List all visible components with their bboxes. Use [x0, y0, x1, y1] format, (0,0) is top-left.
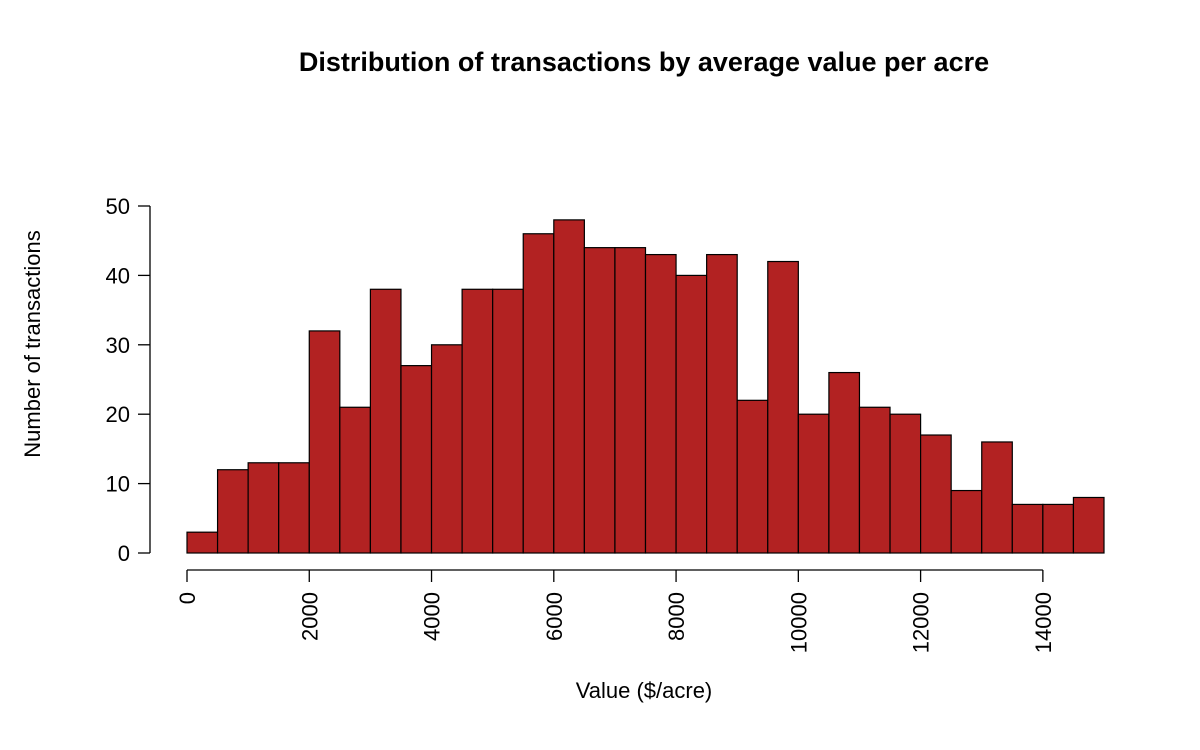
x-tick-label: 8000	[664, 592, 689, 641]
histogram-bar	[736, 399, 769, 554]
y-axis-label: Number of transactions	[20, 230, 45, 457]
histogram-bar	[216, 469, 249, 554]
x-tick-label: 10000	[786, 592, 811, 653]
x-tick-label: 4000	[420, 592, 445, 641]
x-axis-label: Value ($/acre)	[576, 678, 713, 703]
histogram-bar	[919, 434, 952, 554]
x-tick-label: 2000	[297, 592, 322, 641]
y-tick-label: 50	[106, 194, 130, 219]
histogram-bar	[675, 274, 708, 554]
histogram-bar	[828, 371, 861, 554]
x-tick-label: 6000	[542, 592, 567, 641]
y-tick-label: 40	[106, 263, 130, 288]
histogram-bar	[1011, 503, 1044, 554]
histogram-bar	[1072, 496, 1105, 554]
histogram-bar	[492, 288, 524, 554]
histogram-bar	[767, 260, 799, 554]
x-tick-label: 14000	[1031, 592, 1056, 653]
histogram-bar	[1042, 503, 1075, 554]
histogram-bar	[278, 462, 310, 554]
histogram-bar	[247, 462, 280, 554]
histogram-bar	[186, 531, 219, 554]
y-tick-label: 10	[106, 472, 130, 497]
x-axis: 0 2000 4000 6000 8000 10000 12000 14000	[175, 569, 1056, 653]
chart-title: Distribution of transactions by average …	[299, 47, 989, 77]
histogram-bar	[858, 406, 891, 554]
histogram-bar	[614, 247, 647, 554]
bars-group	[186, 219, 1105, 554]
histogram-bar	[950, 489, 983, 554]
x-tick-label: 0	[175, 592, 200, 604]
y-axis: 0 10 20 30 40 50	[106, 194, 151, 566]
y-tick-label: 0	[118, 541, 130, 566]
histogram-bar	[706, 253, 738, 554]
histogram-bar	[553, 219, 585, 554]
histogram-bar	[339, 406, 372, 554]
histogram-bar	[430, 344, 463, 554]
histogram-bar	[308, 330, 341, 554]
y-tick-label: 30	[106, 333, 130, 358]
histogram-bar	[981, 441, 1013, 554]
histogram-bar	[522, 233, 555, 554]
histogram-bar	[644, 253, 677, 554]
histogram-bar	[583, 247, 616, 554]
histogram-bar	[797, 413, 830, 554]
histogram-bar	[369, 288, 402, 554]
x-tick-label: 12000	[909, 592, 934, 653]
histogram-bar	[889, 413, 922, 554]
y-tick-label: 20	[106, 402, 130, 427]
histogram-bar	[461, 288, 494, 554]
histogram-bar	[400, 365, 433, 554]
